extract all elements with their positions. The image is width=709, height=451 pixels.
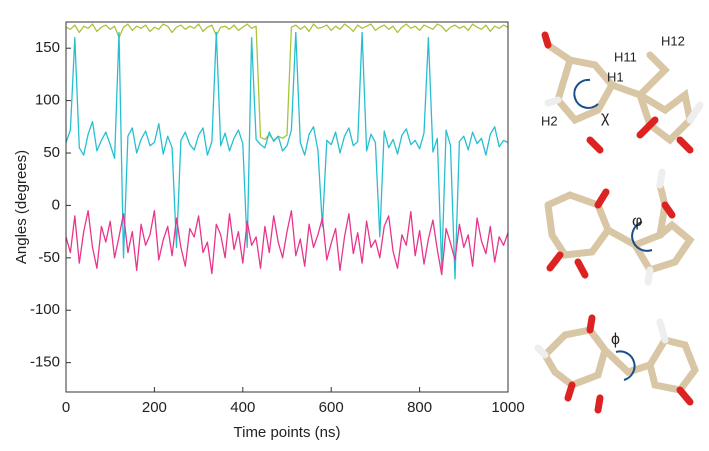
x-tick-label: 400 [230, 399, 255, 416]
y-tick-label: -50 [38, 249, 60, 266]
molecule-1: H12 H11 H1 H2 χ [541, 31, 704, 154]
plot-frame [65, 21, 509, 393]
y-axis-label: Angles (degrees) [13, 150, 30, 264]
atom-label: H11 [614, 49, 637, 64]
x-axis-label: Time points (ns) [234, 424, 341, 441]
x-tick-label: 1000 [491, 399, 524, 416]
y-tick-label: -100 [30, 301, 60, 318]
x-tick-label: 600 [319, 399, 344, 416]
y-tick-label: 100 [35, 92, 60, 109]
molecule-3: ϕ [534, 314, 699, 414]
series-line [65, 210, 509, 276]
angle-label: ϕ [611, 331, 620, 348]
y-tick-label: -150 [30, 354, 60, 371]
atom-label: H2 [541, 113, 558, 128]
atom-label: H1 [607, 69, 624, 84]
molecule-panels: H12 H11 H1 H2 χ φ ϕ [534, 31, 704, 414]
y-tick-label: 0 [52, 196, 60, 213]
x-tick-label: 0 [62, 399, 70, 416]
y-tick-label: 150 [35, 39, 60, 56]
angle-label: χ [601, 109, 610, 126]
x-tick-label: 200 [142, 399, 167, 416]
y-tick-label: 50 [43, 144, 60, 161]
series-line [65, 23, 509, 142]
angle-label: φ [632, 213, 642, 230]
molecule-2: φ [544, 168, 695, 286]
x-tick-label: 800 [407, 399, 432, 416]
series-line [65, 31, 509, 280]
atom-label: H12 [661, 33, 685, 48]
